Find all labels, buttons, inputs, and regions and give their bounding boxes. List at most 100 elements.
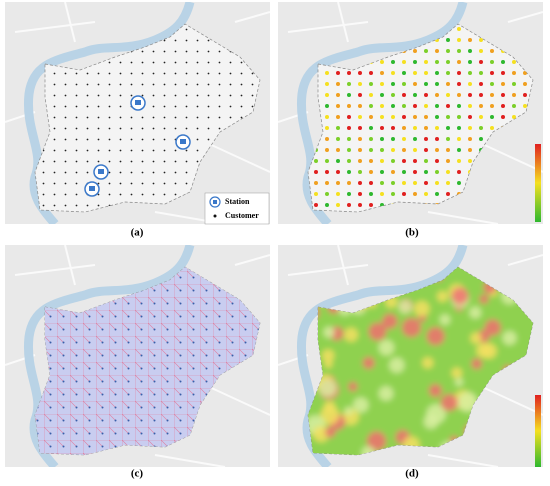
mark (435, 60, 439, 64)
mark (369, 115, 373, 119)
mark (336, 82, 340, 86)
mark (501, 60, 505, 64)
mark (391, 115, 395, 119)
mark (347, 126, 351, 130)
mark (468, 115, 472, 119)
mark (323, 326, 335, 338)
panel-c (5, 245, 270, 467)
mark (347, 82, 351, 86)
mark (413, 82, 417, 86)
mark (325, 170, 329, 174)
mark (391, 104, 395, 108)
mark (358, 137, 362, 141)
mark (336, 137, 340, 141)
mark (402, 71, 406, 75)
mark (501, 93, 505, 97)
mark (446, 126, 450, 130)
mark (479, 137, 483, 141)
mark (422, 357, 434, 369)
mark (479, 126, 483, 130)
mark (344, 327, 359, 342)
mark (490, 71, 494, 75)
mark (413, 148, 417, 152)
mark (479, 115, 483, 119)
mark (402, 159, 406, 163)
mark (440, 393, 458, 412)
mark (501, 82, 505, 86)
mark (402, 115, 406, 119)
mark (380, 82, 384, 86)
mark (490, 60, 494, 64)
mark (446, 159, 450, 163)
mark (469, 306, 482, 319)
mark (314, 159, 318, 163)
mark (523, 93, 527, 97)
mark (457, 126, 461, 130)
mark (391, 159, 395, 163)
mark (457, 49, 461, 53)
mark (391, 181, 395, 185)
color-bar (535, 395, 541, 467)
mark (457, 104, 461, 108)
panel-a: Station Customer (5, 2, 270, 224)
mark (413, 181, 417, 185)
mark (435, 126, 439, 130)
mark (413, 49, 417, 53)
mark (439, 314, 451, 326)
mark (348, 381, 358, 392)
mark (347, 115, 351, 119)
mark (391, 82, 395, 86)
mark (369, 93, 373, 97)
mark (446, 38, 450, 42)
mark (325, 181, 329, 185)
mark (369, 148, 373, 152)
mark (479, 93, 483, 97)
mark (380, 170, 384, 174)
mark (347, 137, 351, 141)
mark (512, 104, 516, 108)
mark (413, 60, 417, 64)
mark (512, 71, 516, 75)
mark (413, 115, 417, 119)
mark (358, 192, 362, 196)
mark (484, 319, 501, 336)
mark (413, 126, 417, 130)
mark (413, 300, 430, 317)
mark (435, 93, 439, 97)
mark (391, 192, 395, 196)
mark (446, 170, 450, 174)
mark (413, 137, 417, 141)
mark (389, 357, 405, 374)
mark (380, 60, 384, 64)
mark (358, 126, 362, 130)
mark (325, 93, 329, 97)
mark (325, 126, 329, 130)
mark (523, 82, 527, 86)
mark (358, 148, 362, 152)
mark (369, 170, 373, 174)
mark (451, 367, 463, 379)
mark (426, 327, 445, 346)
mark (435, 148, 439, 152)
mark (435, 137, 439, 141)
mark (402, 93, 406, 97)
mark (369, 137, 373, 141)
mark (369, 159, 373, 163)
mark (457, 27, 461, 31)
mark (424, 126, 428, 130)
mark (446, 137, 450, 141)
mark (336, 203, 340, 207)
mark (454, 377, 464, 387)
mark (358, 159, 362, 163)
mark (324, 359, 333, 369)
mark (358, 71, 362, 75)
mark (336, 159, 340, 163)
panel-d (278, 245, 543, 467)
mark (490, 104, 494, 108)
mark (336, 181, 340, 185)
mark (435, 181, 439, 185)
panel-b (278, 2, 543, 224)
mark (436, 290, 448, 302)
mark (479, 38, 483, 42)
mark (347, 71, 351, 75)
